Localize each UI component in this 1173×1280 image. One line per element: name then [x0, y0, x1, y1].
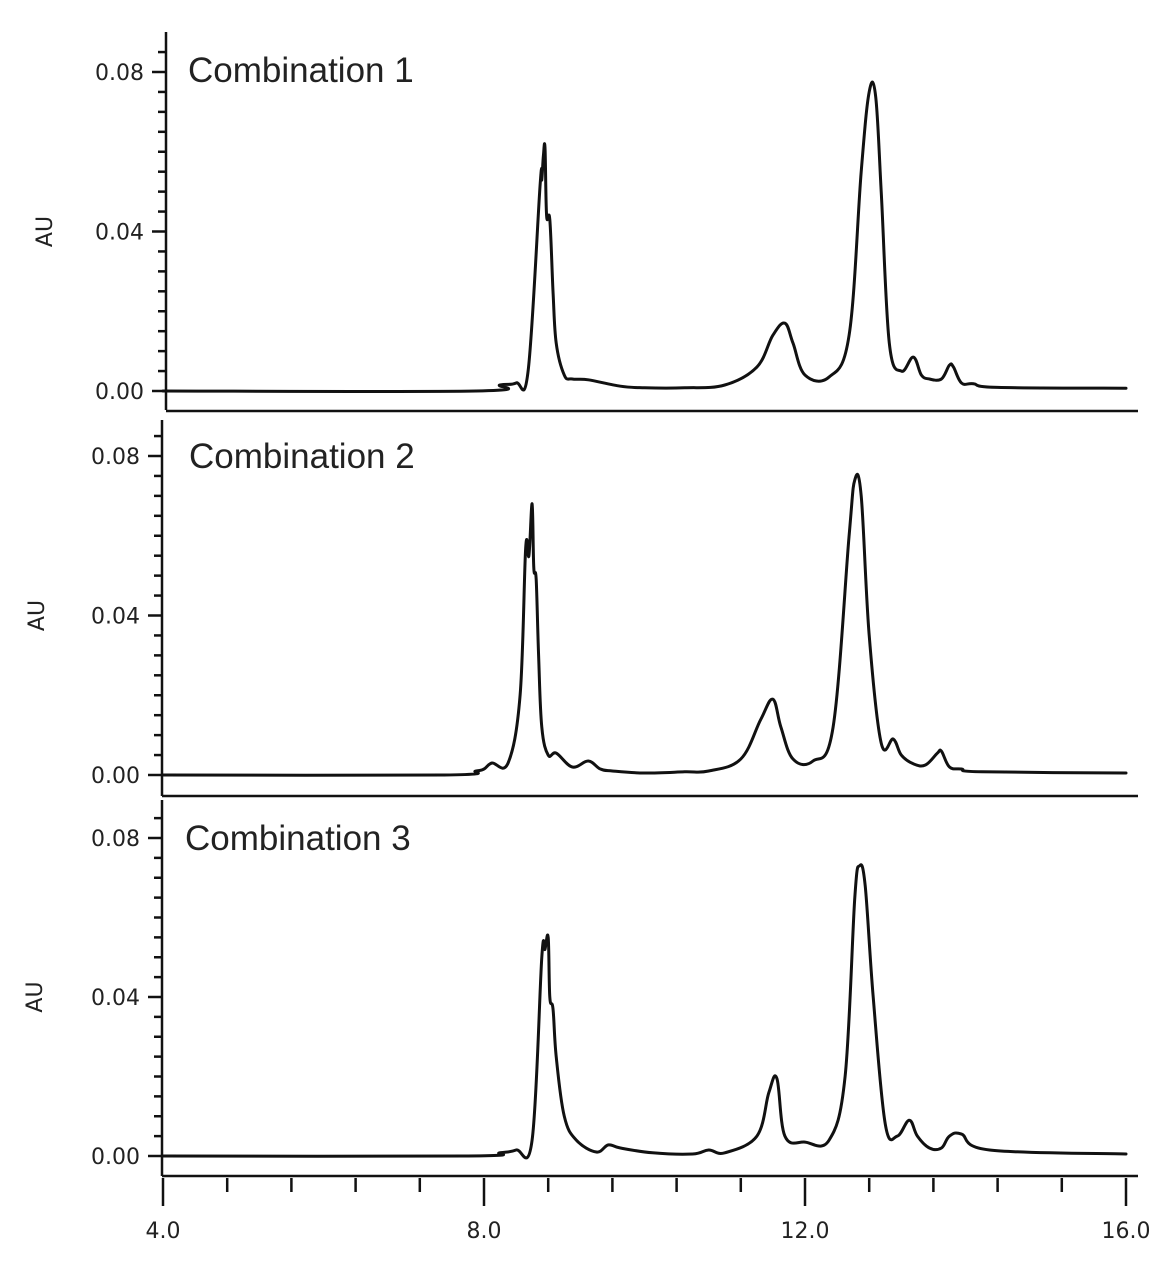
y-tick-label: 0.08 [91, 445, 140, 470]
y-axis-label: AU [33, 216, 58, 247]
chromatogram-trace [161, 863, 1128, 1160]
panel-title: Combination 2 [189, 437, 415, 476]
y-axis-label: AU [23, 981, 48, 1012]
y-tick-label: 0.04 [95, 221, 144, 246]
chart-panels: 0.00 0.04 0.08 AU Combination 1 0.00 0.04 0.08 A… [23, 32, 1138, 1178]
chromatogram-trace [161, 472, 1128, 777]
panel-title: Combination 3 [185, 819, 411, 858]
x-tick-label: 4.0 [146, 1219, 181, 1244]
y-tick-label: 0.08 [91, 827, 140, 852]
chromatogram-trace [161, 80, 1128, 393]
panel-title: Combination 1 [188, 51, 414, 90]
y-tick-label: 0.04 [91, 605, 140, 630]
x-tick-label: 12.0 [781, 1219, 830, 1244]
x-tick-label: 8.0 [467, 1219, 502, 1244]
y-tick-label: 0.08 [95, 61, 144, 86]
y-tick-label: 0.00 [95, 380, 144, 405]
shared-x-axis: 4.0 8.0 12.0 16.0 [146, 1178, 1151, 1244]
y-axis-label: AU [25, 600, 50, 631]
y-tick-label: 0.00 [91, 764, 140, 789]
x-tick-label: 16.0 [1102, 1219, 1151, 1244]
y-tick-label: 0.04 [91, 986, 140, 1011]
chart-panel-2: 0.00 0.04 0.08 AU Combination 2 [25, 420, 1138, 798]
chart-panel-1: 0.00 0.04 0.08 AU Combination 1 [33, 32, 1138, 413]
chart-panel-3: 0.00 0.04 0.08 AU Combination 3 [23, 800, 1138, 1178]
y-tick-label: 0.00 [91, 1145, 140, 1170]
